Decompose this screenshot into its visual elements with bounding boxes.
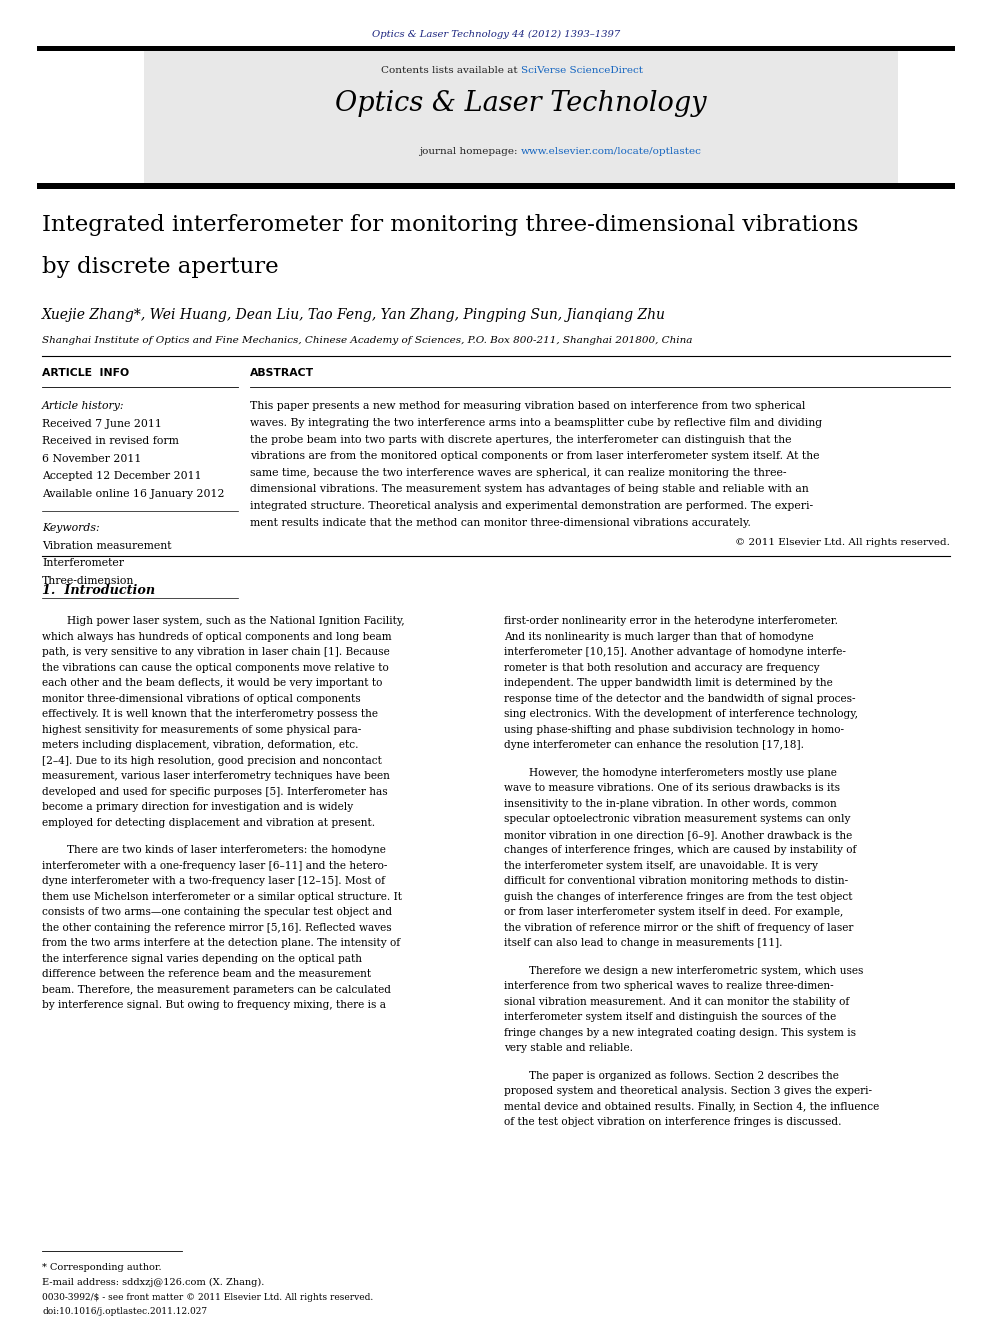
Text: However, the homodyne interferometers mostly use plane: However, the homodyne interferometers mo…: [529, 767, 837, 778]
Text: become a primary direction for investigation and is widely: become a primary direction for investiga…: [42, 802, 353, 812]
Text: Therefore we design a new interferometric system, which uses: Therefore we design a new interferometri…: [529, 966, 863, 976]
Text: from the two arms interfere at the detection plane. The intensity of: from the two arms interfere at the detec…: [42, 938, 400, 949]
Text: integrated structure. Theoretical analysis and experimental demonstration are pe: integrated structure. Theoretical analys…: [250, 501, 813, 511]
Text: dimensional vibrations. The measurement system has advantages of being stable an: dimensional vibrations. The measurement …: [250, 484, 808, 495]
Text: journal homepage:: journal homepage:: [420, 147, 521, 156]
Text: * Corresponding author.: * Corresponding author.: [42, 1263, 162, 1271]
Text: rometer is that both resolution and accuracy are frequency: rometer is that both resolution and accu…: [504, 663, 819, 673]
Text: effectively. It is well known that the interferometry possess the: effectively. It is well known that the i…: [42, 709, 378, 720]
Text: There are two kinds of laser interferometers: the homodyne: There are two kinds of laser interferome…: [67, 845, 386, 855]
Text: beam. Therefore, the measurement parameters can be calculated: beam. Therefore, the measurement paramet…: [42, 984, 391, 995]
Text: Contents lists available at: Contents lists available at: [381, 66, 521, 75]
Text: ment results indicate that the method can monitor three-dimensional vibrations a: ment results indicate that the method ca…: [250, 517, 751, 528]
Text: wave to measure vibrations. One of its serious drawbacks is its: wave to measure vibrations. One of its s…: [504, 783, 840, 794]
Text: response time of the detector and the bandwidth of signal proces-: response time of the detector and the ba…: [504, 693, 855, 704]
Text: Integrated interferometer for monitoring three-dimensional vibrations: Integrated interferometer for monitoring…: [42, 213, 858, 235]
Text: the vibrations can cause the optical components move relative to: the vibrations can cause the optical com…: [42, 663, 389, 673]
Text: by discrete aperture: by discrete aperture: [42, 255, 279, 278]
Text: monitor three-dimensional vibrations of optical components: monitor three-dimensional vibrations of …: [42, 693, 361, 704]
Text: vibrations are from the monitored optical components or from laser interferomete: vibrations are from the monitored optica…: [250, 451, 819, 462]
Text: independent. The upper bandwidth limit is determined by the: independent. The upper bandwidth limit i…: [504, 679, 832, 688]
Bar: [37, 183, 955, 188]
Text: Accepted 12 December 2011: Accepted 12 December 2011: [42, 471, 201, 482]
Text: Optics & Laser Technology: Optics & Laser Technology: [335, 90, 707, 116]
Text: the interferometer system itself, are unavoidable. It is very: the interferometer system itself, are un…: [504, 861, 817, 871]
Text: guish the changes of interference fringes are from the test object: guish the changes of interference fringe…: [504, 892, 852, 902]
Text: And its nonlinearity is much larger than that of homodyne: And its nonlinearity is much larger than…: [504, 632, 813, 642]
Text: interferometer system itself and distinguish the sources of the: interferometer system itself and disting…: [504, 1012, 836, 1023]
Text: monitor vibration in one direction [6–9]. Another drawback is the: monitor vibration in one direction [6–9]…: [504, 830, 852, 840]
Text: the vibration of reference mirror or the shift of frequency of laser: the vibration of reference mirror or the…: [504, 923, 853, 933]
Text: changes of interference fringes, which are caused by instability of: changes of interference fringes, which a…: [504, 845, 856, 855]
Text: Available online 16 January 2012: Available online 16 January 2012: [42, 490, 224, 499]
Text: [2–4]. Due to its high resolution, good precision and noncontact: [2–4]. Due to its high resolution, good …: [42, 755, 382, 766]
Text: dyne interferometer with a two-frequency laser [12–15]. Most of: dyne interferometer with a two-frequency…: [42, 876, 385, 886]
Text: fringe changes by a new integrated coating design. This system is: fringe changes by a new integrated coati…: [504, 1028, 856, 1037]
Text: the interference signal varies depending on the optical path: the interference signal varies depending…: [42, 954, 362, 963]
Text: very stable and reliable.: very stable and reliable.: [504, 1044, 633, 1053]
Text: sing electronics. With the development of interference technology,: sing electronics. With the development o…: [504, 709, 858, 720]
Text: insensitivity to the in-plane vibration. In other words, common: insensitivity to the in-plane vibration.…: [504, 799, 836, 808]
Text: them use Michelson interferometer or a similar optical structure. It: them use Michelson interferometer or a s…: [42, 892, 402, 902]
Text: first-order nonlinearity error in the heterodyne interferometer.: first-order nonlinearity error in the he…: [504, 617, 838, 626]
Text: 0030-3992/$ - see front matter © 2011 Elsevier Ltd. All rights reserved.: 0030-3992/$ - see front matter © 2011 El…: [42, 1293, 373, 1302]
Text: dyne interferometer can enhance the resolution [17,18].: dyne interferometer can enhance the reso…: [504, 741, 804, 750]
Text: ARTICLE  INFO: ARTICLE INFO: [42, 369, 129, 378]
Text: employed for detecting displacement and vibration at present.: employed for detecting displacement and …: [42, 818, 375, 828]
Text: specular optoelectronic vibration measurement systems can only: specular optoelectronic vibration measur…: [504, 814, 850, 824]
Text: interference from two spherical waves to realize three-dimen-: interference from two spherical waves to…: [504, 982, 833, 991]
Text: proposed system and theoretical analysis. Section 3 gives the experi-: proposed system and theoretical analysis…: [504, 1086, 872, 1097]
Text: Interferometer: Interferometer: [42, 558, 124, 569]
Text: of the test object vibration on interference fringes is discussed.: of the test object vibration on interfer…: [504, 1118, 841, 1127]
Text: which always has hundreds of optical components and long beam: which always has hundreds of optical com…: [42, 632, 392, 642]
Text: same time, because the two interference waves are spherical, it can realize moni: same time, because the two interference …: [250, 468, 787, 478]
Text: Keywords:: Keywords:: [42, 524, 99, 533]
Text: doi:10.1016/j.optlastec.2011.12.027: doi:10.1016/j.optlastec.2011.12.027: [42, 1307, 207, 1316]
Text: ABSTRACT: ABSTRACT: [250, 369, 314, 378]
Text: consists of two arms—one containing the specular test object and: consists of two arms—one containing the …: [42, 908, 392, 917]
Text: mental device and obtained results. Finally, in Section 4, the influence: mental device and obtained results. Fina…: [504, 1102, 879, 1111]
Text: interferometer [10,15]. Another advantage of homodyne interfe-: interferometer [10,15]. Another advantag…: [504, 647, 846, 658]
Text: using phase-shifting and phase subdivision technology in homo-: using phase-shifting and phase subdivisi…: [504, 725, 844, 734]
Text: or from laser interferometer system itself in deed. For example,: or from laser interferometer system itse…: [504, 908, 843, 917]
Text: Article history:: Article history:: [42, 401, 125, 411]
Text: measurement, various laser interferometry techniques have been: measurement, various laser interferometr…: [42, 771, 390, 782]
Text: difficult for conventional vibration monitoring methods to distin-: difficult for conventional vibration mon…: [504, 876, 848, 886]
Text: Vibration measurement: Vibration measurement: [42, 541, 172, 550]
Text: Received in revised form: Received in revised form: [42, 437, 179, 446]
Text: developed and used for specific purposes [5]. Interferometer has: developed and used for specific purposes…: [42, 787, 388, 796]
Text: SciVerse ScienceDirect: SciVerse ScienceDirect: [521, 66, 643, 75]
Text: interferometer with a one-frequency laser [6–11] and the hetero-: interferometer with a one-frequency lase…: [42, 861, 387, 871]
Text: E-mail address: sddxzj@126.com (X. Zhang).: E-mail address: sddxzj@126.com (X. Zhang…: [42, 1278, 265, 1287]
Text: the probe beam into two parts with discrete apertures, the interferometer can di: the probe beam into two parts with discr…: [250, 435, 792, 445]
Text: The paper is organized as follows. Section 2 describes the: The paper is organized as follows. Secti…: [529, 1070, 839, 1081]
Text: difference between the reference beam and the measurement: difference between the reference beam an…: [42, 970, 371, 979]
Text: by interference signal. But owing to frequency mixing, there is a: by interference signal. But owing to fre…: [42, 1000, 386, 1011]
Text: Shanghai Institute of Optics and Fine Mechanics, Chinese Academy of Sciences, P.: Shanghai Institute of Optics and Fine Me…: [42, 336, 692, 345]
Text: sional vibration measurement. And it can monitor the stability of: sional vibration measurement. And it can…: [504, 996, 849, 1007]
Bar: [37, 45, 955, 52]
Text: High power laser system, such as the National Ignition Facility,: High power laser system, such as the Nat…: [67, 617, 405, 626]
Text: Three-dimension: Three-dimension: [42, 576, 134, 586]
Text: meters including displacement, vibration, deformation, etc.: meters including displacement, vibration…: [42, 741, 358, 750]
Text: © 2011 Elsevier Ltd. All rights reserved.: © 2011 Elsevier Ltd. All rights reserved…: [735, 538, 950, 548]
Text: This paper presents a new method for measuring vibration based on interference f: This paper presents a new method for mea…: [250, 401, 806, 411]
Text: each other and the beam deflects, it would be very important to: each other and the beam deflects, it wou…: [42, 679, 382, 688]
Text: Xuejie Zhang*, Wei Huang, Dean Liu, Tao Feng, Yan Zhang, Pingping Sun, Jianqiang: Xuejie Zhang*, Wei Huang, Dean Liu, Tao …: [42, 308, 666, 323]
Bar: [144, 52, 898, 183]
Text: path, is very sensitive to any vibration in laser chain [1]. Because: path, is very sensitive to any vibration…: [42, 647, 390, 658]
Text: waves. By integrating the two interference arms into a beamsplitter cube by refl: waves. By integrating the two interferen…: [250, 418, 822, 429]
Text: the other containing the reference mirror [5,16]. Reflected waves: the other containing the reference mirro…: [42, 923, 392, 933]
Text: 6 November 2011: 6 November 2011: [42, 454, 142, 464]
Text: Received 7 June 2011: Received 7 June 2011: [42, 419, 162, 429]
Text: itself can also lead to change in measurements [11].: itself can also lead to change in measur…: [504, 938, 783, 949]
Text: www.elsevier.com/locate/optlastec: www.elsevier.com/locate/optlastec: [521, 147, 702, 156]
Text: highest sensitivity for measurements of some physical para-: highest sensitivity for measurements of …: [42, 725, 361, 734]
Text: 1.  Introduction: 1. Introduction: [42, 585, 155, 597]
Text: Optics & Laser Technology 44 (2012) 1393–1397: Optics & Laser Technology 44 (2012) 1393…: [372, 30, 620, 40]
